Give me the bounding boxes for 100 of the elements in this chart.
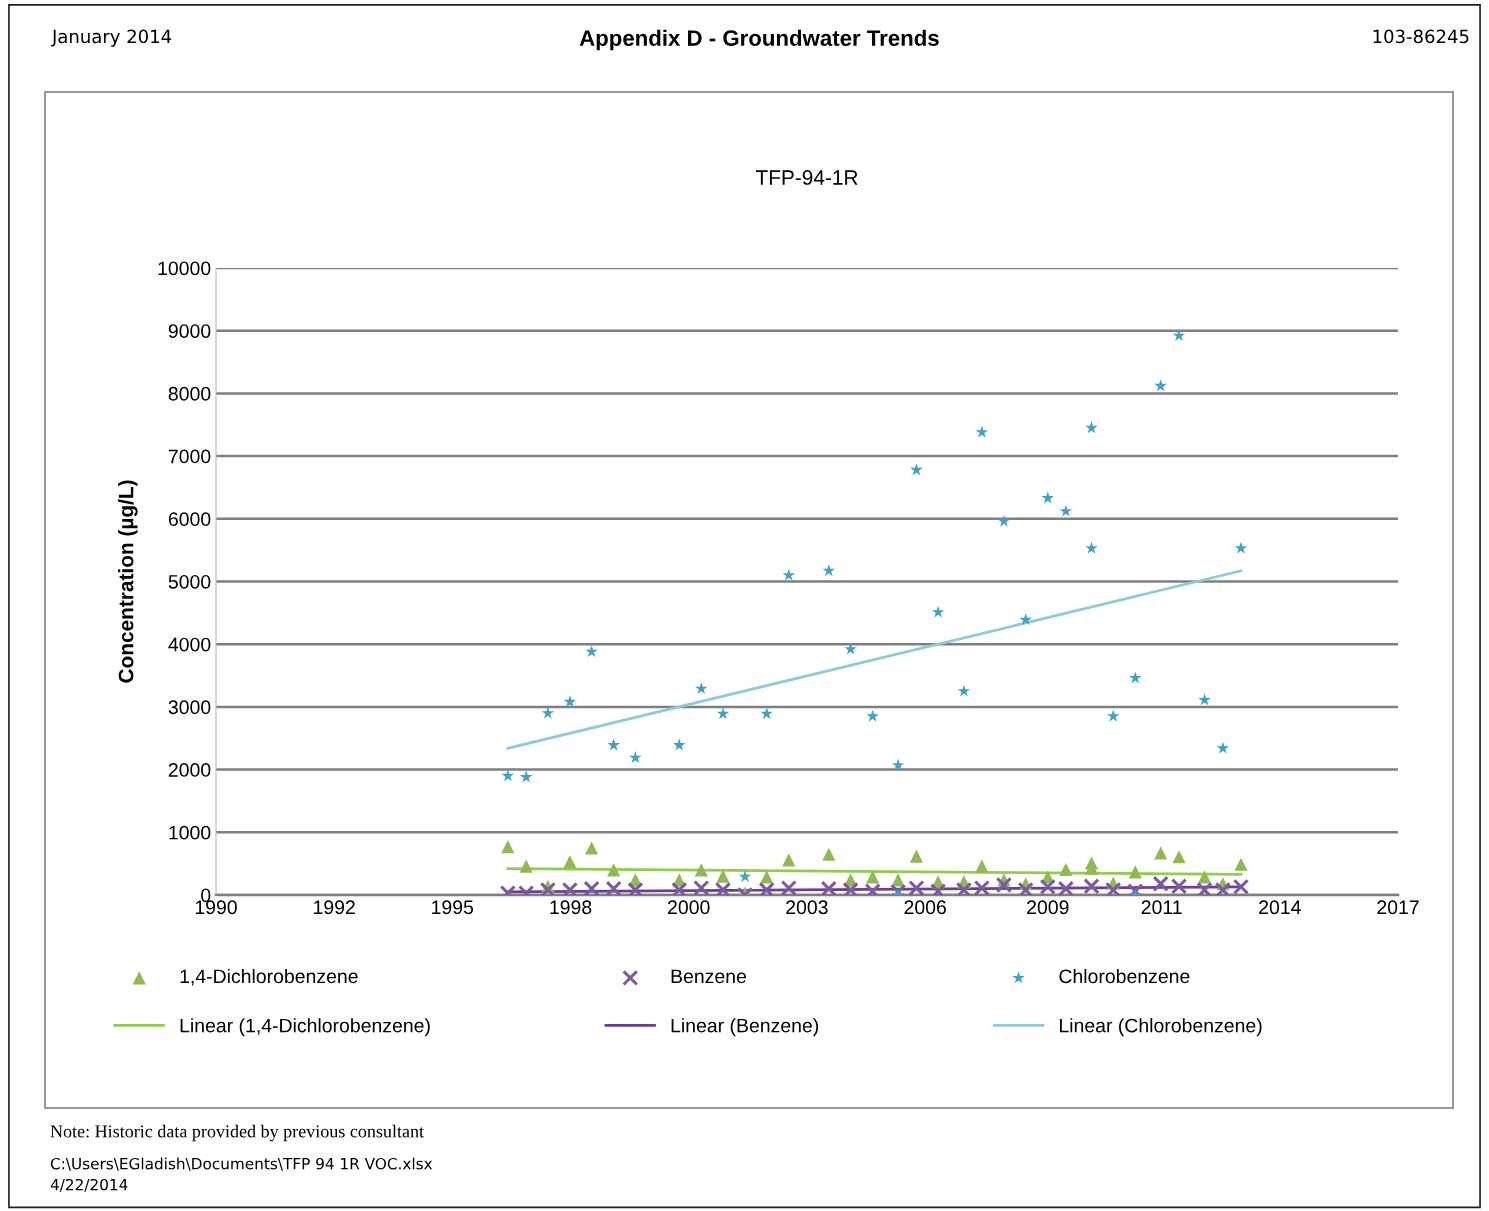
point (995, 876, 1013, 894)
x-tick-label: 2017 (1377, 900, 1419, 915)
point (1234, 541, 1248, 554)
point (1127, 883, 1144, 895)
legend-label: 1,4-Dichlorobenzene (180, 968, 358, 986)
point (1106, 709, 1120, 722)
point (501, 840, 515, 854)
y-tick-label: 7000 (168, 449, 211, 464)
point (1059, 504, 1073, 517)
point (909, 849, 924, 863)
y-tick-label: 10000 (158, 261, 211, 276)
point (931, 605, 945, 618)
point (1129, 671, 1142, 684)
legend-label: Linear (Chlorobenzene) (1059, 1018, 1262, 1037)
point (908, 879, 925, 895)
point (519, 859, 533, 873)
chart-title: Appendix D - Groundwater Trends (579, 29, 939, 51)
point (973, 879, 990, 895)
point (1154, 846, 1168, 860)
point (716, 869, 730, 883)
y-axis-title: Concentration (µg/L) (118, 480, 138, 683)
chart-subtitle: TFP-94-1R (755, 170, 858, 185)
point (1196, 881, 1213, 895)
point (1059, 862, 1073, 876)
y-tick-label: 2000 (168, 763, 211, 777)
x-tick-label: 1995 (432, 900, 474, 915)
point (519, 770, 533, 783)
point (1154, 379, 1167, 392)
text: 103-86245 (1373, 29, 1469, 44)
point (760, 707, 773, 720)
point (1085, 541, 1098, 554)
x-tick-label: 2003 (786, 900, 828, 915)
point (541, 706, 555, 719)
point (1105, 881, 1122, 895)
y-tick-label: 6000 (168, 512, 211, 527)
x-tick-label: 2006 (904, 900, 946, 915)
point (844, 642, 857, 655)
point (957, 684, 971, 697)
point (585, 841, 599, 855)
point (760, 870, 774, 884)
point (1172, 850, 1186, 864)
point (563, 855, 577, 869)
point (782, 568, 796, 581)
point (1128, 865, 1142, 879)
point (585, 645, 598, 658)
legend-label: Chlorobenzene (1059, 968, 1190, 984)
point (607, 863, 621, 877)
point (891, 758, 905, 771)
point (561, 881, 579, 895)
point (782, 853, 796, 867)
point (842, 881, 859, 895)
legend-label: Linear (Benzene) (671, 1018, 819, 1037)
y-tick-label: 4000 (168, 637, 211, 652)
point (1216, 741, 1230, 754)
y-tick-label: 3000 (168, 700, 211, 715)
legend-label: Linear (1,4-Dichlorobenzene) (180, 1018, 430, 1037)
point (501, 769, 515, 782)
point (583, 880, 600, 895)
point (1234, 857, 1248, 871)
x-tick-label: 1992 (314, 900, 355, 915)
y-tick-label: 8000 (168, 386, 211, 401)
point (605, 880, 622, 895)
x-tick-label: 2000 (668, 900, 710, 915)
point (694, 863, 708, 877)
point (672, 738, 686, 751)
text: January 2014 (51, 29, 172, 47)
text: Note: Historic data provided by previous consultant (50, 1124, 424, 1142)
point (1057, 880, 1074, 895)
x-tick-label: 1998 (550, 900, 592, 915)
point (1232, 878, 1250, 895)
point (866, 870, 880, 884)
point (1019, 613, 1032, 626)
x-tick-label: 2009 (1027, 900, 1069, 915)
point (716, 707, 730, 720)
point (820, 880, 837, 895)
y-tick-label: 9000 (168, 324, 211, 338)
point (975, 425, 989, 438)
point (693, 879, 710, 895)
text: 4/22/2014 (50, 1178, 128, 1192)
legend-label: Benzene (671, 969, 746, 984)
point (1172, 329, 1186, 342)
point (1214, 881, 1232, 895)
point (607, 738, 620, 751)
point (1170, 878, 1188, 895)
point (930, 883, 947, 895)
x-tick-label: 2011 (1141, 900, 1182, 915)
point (1085, 421, 1098, 434)
point (1039, 878, 1056, 895)
point (1017, 881, 1034, 895)
point (1198, 693, 1211, 706)
point (864, 883, 881, 895)
point (822, 847, 836, 861)
point (1041, 491, 1055, 504)
point (780, 879, 797, 895)
point (997, 514, 1011, 527)
y-tick-label: 1000 (169, 825, 211, 840)
text: C:\Users\EGladish\Documents\TFP 94 1R VOC.xlsx (50, 1157, 433, 1171)
point (563, 695, 577, 708)
y-tick-label: 5000 (168, 574, 211, 589)
point (714, 881, 732, 895)
